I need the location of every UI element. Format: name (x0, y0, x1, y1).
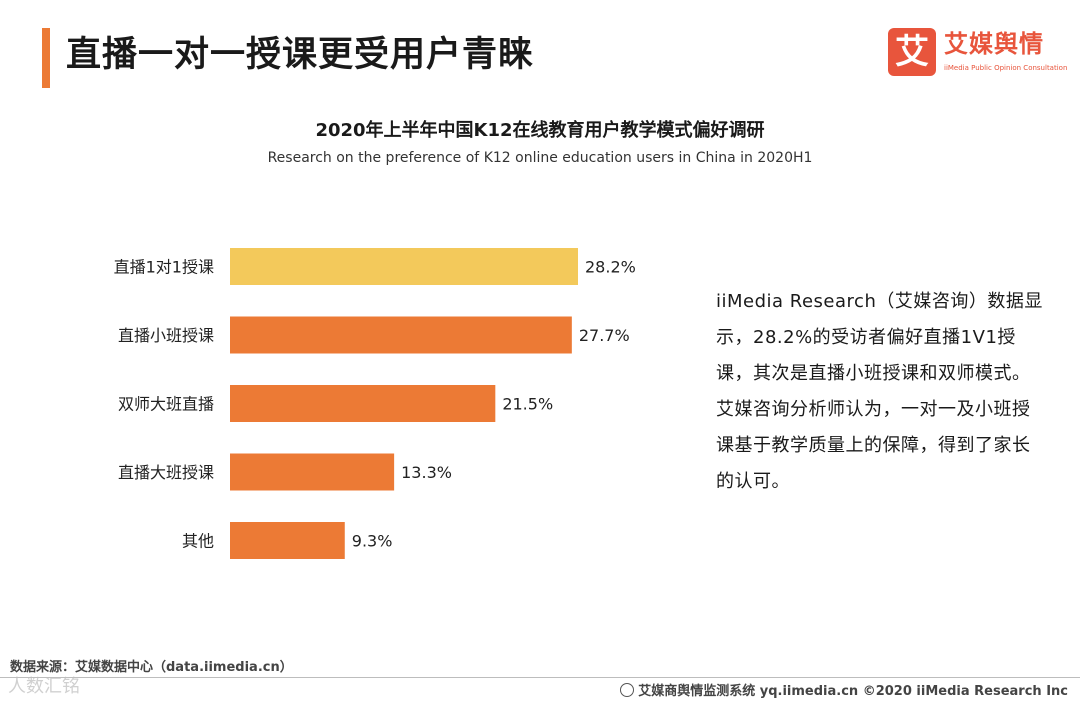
bar-4 (230, 453, 395, 491)
value-label: 27.7% (579, 326, 630, 345)
category-label: 直播1对1授课 (114, 258, 214, 277)
summary-text: iiMedia Research（艾媒咨询）数据显示，28.2%的受访者偏好直播… (716, 291, 1043, 492)
logo-name-cn: 艾媒舆情 (944, 30, 1044, 58)
bar-1 (230, 248, 578, 285)
chart-subtitle: Research on the preference of K12 online… (267, 150, 813, 166)
value-label: 9.3% (352, 532, 393, 551)
category-label: 其他 (182, 532, 214, 551)
category-label: 直播大班授课 (118, 463, 214, 482)
title-accent-bar (42, 28, 50, 88)
bar-5 (230, 522, 345, 559)
value-label: 28.2% (585, 258, 636, 277)
footer-credits: 艾媒商舆情监测系统 yq.iimedia.cn ©2020 iiMedia Re… (620, 680, 1068, 699)
chart-title: 2020年上半年中国K12在线教育用户教学模式偏好调研 (315, 120, 765, 141)
bar-3 (230, 385, 496, 422)
logo-mark-icon: 艾 (888, 28, 936, 76)
footer-credits-text: 艾媒商舆情监测系统 yq.iimedia.cn ©2020 iiMedia Re… (638, 684, 1068, 699)
category-label: 双师大班直播 (118, 395, 214, 414)
footer-divider (0, 677, 1080, 678)
category-label: 直播小班授课 (118, 326, 214, 345)
watermark: 人数汇铭 (8, 676, 80, 697)
bar-2 (230, 316, 572, 354)
data-source: 数据来源：艾媒数据中心（data.iimedia.cn） (10, 660, 293, 675)
value-label: 13.3% (401, 463, 452, 482)
value-label: 21.5% (502, 395, 553, 414)
brand-logo: 艾 艾媒舆情 iiMedia Public Opinion Consultati… (888, 28, 1067, 80)
logo-name-en: iiMedia Public Opinion Consultation (944, 64, 1068, 72)
page-title: 直播一对一授课更受用户青睐 (66, 35, 535, 75)
globe-icon (620, 683, 635, 697)
